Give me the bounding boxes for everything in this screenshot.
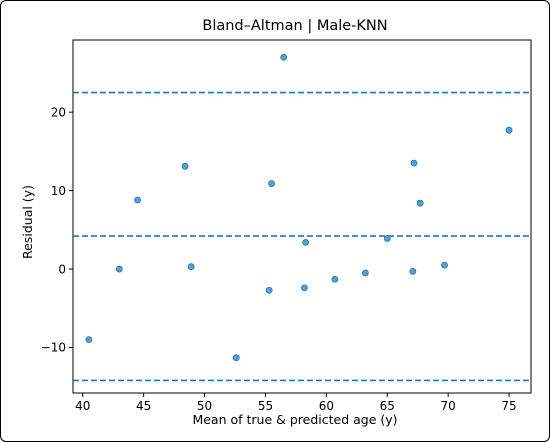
x-tick-label-3: 55 [258, 399, 273, 413]
data-point-10 [302, 238, 310, 246]
data-point-11 [331, 275, 339, 283]
data-point-0 [85, 336, 93, 344]
chart-title: Bland–Altman | Male-KNN [202, 18, 387, 34]
data-point-12 [361, 269, 369, 277]
x-tick-label-5: 65 [380, 399, 395, 413]
y-tick-label-0: −10 [41, 341, 66, 355]
x-tick-label-4: 60 [319, 399, 334, 413]
y-tick-label-1: 0 [58, 262, 66, 276]
data-point-18 [505, 126, 513, 134]
data-point-13 [383, 235, 391, 242]
y-tick-label-2: 10 [51, 184, 66, 198]
data-point-9 [301, 284, 308, 292]
plot-area: 40 45 50 55 60 65 70 75 −10 0 10 20 [41, 39, 532, 413]
data-point-5 [232, 354, 240, 362]
data-point-2 [134, 196, 141, 204]
x-axis-label: Mean of true & predicted age (y) [192, 412, 397, 427]
data-point-3 [181, 162, 189, 170]
y-axis-label: Residual (y) [20, 185, 35, 259]
x-tick-label-2: 50 [197, 399, 212, 413]
data-point-14 [409, 268, 417, 275]
data-point-17 [441, 261, 448, 269]
data-point-16 [416, 199, 424, 207]
data-point-1 [115, 265, 123, 273]
data-point-4 [187, 263, 195, 271]
data-point-8 [280, 53, 288, 61]
data-point-6 [265, 286, 273, 294]
x-tick-label-7: 75 [501, 399, 516, 413]
data-point-15 [410, 159, 418, 167]
x-tick-label-0: 40 [75, 399, 90, 413]
data-point-7 [268, 180, 275, 187]
x-tick-label-1: 45 [136, 399, 151, 413]
x-tick-label-6: 70 [441, 399, 456, 413]
axes-frame [72, 39, 532, 394]
y-tick-label-3: 20 [51, 105, 66, 119]
